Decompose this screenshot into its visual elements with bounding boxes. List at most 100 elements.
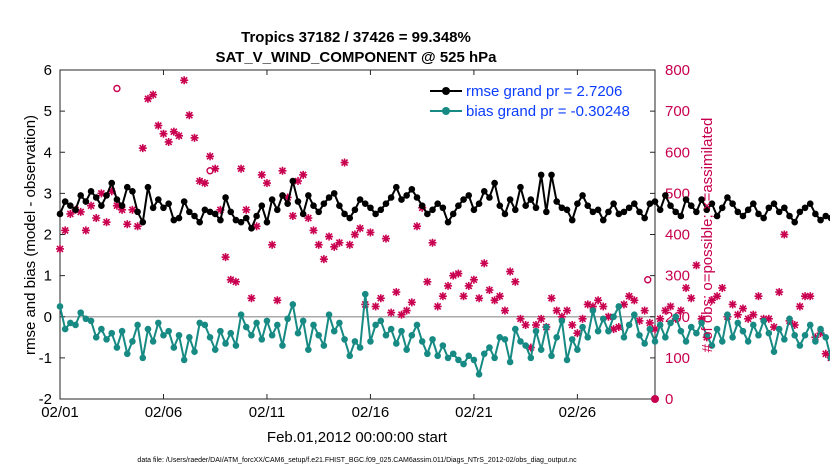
rmse-point (134, 208, 141, 216)
obs-assimilated-marker (175, 131, 183, 140)
bias-point (408, 331, 416, 339)
bias-point (139, 354, 147, 362)
obs-assimilated-marker (247, 294, 256, 303)
rmse-point (672, 208, 679, 216)
obs-assimilated-marker (376, 294, 385, 303)
y-right-tick-label: 0 (665, 391, 673, 408)
obs-assimilated-marker (345, 240, 354, 249)
bias-point (87, 317, 95, 325)
bias-point (667, 319, 674, 327)
obs-marker-stroke (309, 226, 318, 234)
obs-assimilated-marker (356, 224, 365, 233)
rmse-point (92, 194, 100, 201)
obs-marker-stroke (459, 292, 468, 300)
obs-marker-stroke (506, 267, 514, 276)
rmse-point (56, 210, 64, 218)
bias-point (455, 356, 462, 364)
obs-marker-stroke (268, 241, 276, 249)
obs-assimilated-marker (568, 320, 577, 329)
obs-marker-stroke (154, 121, 162, 130)
bias-point (77, 309, 84, 316)
obs-assimilated-marker (221, 253, 230, 262)
obs-marker-stroke (165, 138, 173, 146)
bias-point (341, 336, 348, 343)
obs-marker-stroke (439, 292, 447, 300)
obs-marker-stroke (428, 239, 437, 247)
rmse-point (646, 200, 654, 207)
obs-assimilated-marker (185, 111, 194, 120)
rmse-point (801, 204, 809, 212)
obs-assimilated-marker (713, 292, 722, 301)
bias-point (465, 352, 473, 360)
bias-point (631, 311, 638, 318)
bias-point (67, 319, 74, 327)
rmse-point (160, 204, 167, 212)
obs-assimilated-marker (578, 314, 587, 323)
bias-point (822, 334, 830, 341)
bias-point (713, 325, 721, 333)
bias-point (170, 344, 178, 351)
obs-marker-stroke (61, 226, 69, 234)
chart-subtitle: SAT_V_WIND_COMPONENT @ 525 hPa (215, 49, 497, 66)
obs-marker-stroke (340, 158, 349, 167)
obs-marker-stroke (82, 226, 90, 234)
rmse-point (424, 210, 431, 218)
obs-marker-stroke (682, 284, 690, 292)
obs-marker-stroke (56, 245, 64, 253)
obs-assimilated-marker (371, 302, 380, 311)
obs-marker-stroke (568, 321, 576, 329)
obs-assimilated-marker (469, 275, 478, 284)
obs-assimilated-marker (521, 320, 530, 329)
bias-point (387, 325, 395, 333)
rmse-point (165, 200, 172, 207)
obs-marker-stroke (372, 302, 380, 311)
chart-title: Tropics 37182 / 37426 = 99.348% (241, 29, 471, 46)
bias-point (61, 325, 69, 333)
bias-point (791, 331, 798, 339)
obs-assimilated-marker (475, 294, 484, 303)
bias-point (98, 325, 105, 333)
bias-point (361, 290, 369, 298)
obs-assimilated-marker (159, 129, 168, 138)
obs-assimilated-marker (154, 121, 163, 130)
obs-marker-stroke (646, 319, 654, 327)
obs-assimilated-marker (262, 179, 271, 188)
bias-point (698, 319, 705, 327)
legend-rmse-label: rmse grand pr = 2.7206 (466, 83, 622, 100)
bias-point (827, 354, 830, 362)
bias-point (750, 321, 757, 329)
obs-assimilated-marker (821, 349, 830, 358)
obs-marker-stroke (677, 307, 685, 315)
bias-point (284, 315, 291, 323)
obs-marker-stroke (92, 214, 100, 222)
rmse-point (341, 210, 348, 218)
obs-assimilated-marker (733, 310, 742, 319)
obs-assimilated-marker (366, 228, 375, 237)
rmse-point (139, 218, 147, 226)
bias-point (330, 327, 338, 335)
y-right-tick-label: 600 (665, 144, 690, 161)
bias-point (517, 338, 524, 345)
rmse-point (631, 200, 638, 207)
rmse-point (372, 210, 379, 218)
rmse-point (196, 218, 203, 226)
bias-point (801, 331, 809, 339)
obs-count-layer (56, 76, 830, 403)
rmse-point (67, 202, 74, 210)
obs-assimilated-marker (532, 320, 540, 329)
bias-point (729, 334, 736, 341)
bias-point (718, 338, 726, 345)
rmse-point (123, 183, 131, 191)
rmse-point (537, 171, 545, 179)
y-left-tick-label: -1 (39, 350, 52, 367)
obs-marker-stroke (242, 206, 250, 214)
obs-marker-stroke (666, 302, 675, 311)
bias-point (480, 350, 488, 358)
rmse-point (765, 204, 773, 212)
rmse-point (475, 200, 483, 207)
rmse-point (615, 210, 623, 218)
rmse-point (429, 206, 436, 214)
bias-point (599, 315, 607, 323)
obs-marker-stroke (651, 325, 659, 333)
obs-assimilated-marker (149, 90, 158, 99)
